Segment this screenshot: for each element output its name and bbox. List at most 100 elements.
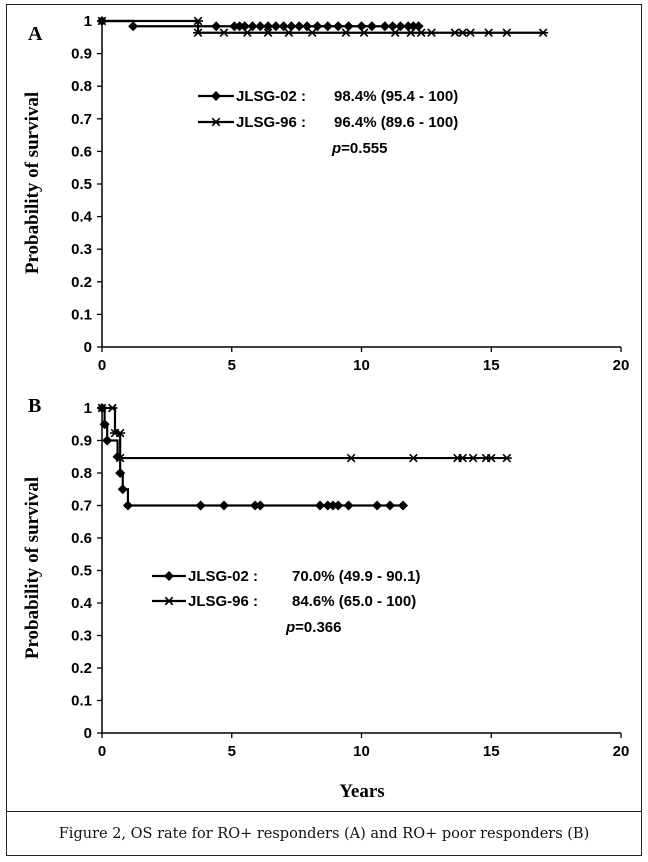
panel-b-jlsg02-marker-18 [398,500,409,511]
panel-b-jlsg96-marker-6 [408,453,419,463]
panel-b-jlsg02-marker-11 [314,500,325,511]
panel-a-jlsg96-marker-11 [405,28,416,38]
panel-b-xtick-label-0: 0 [98,743,106,760]
panel-b-ytick-label-4: 0.4 [71,595,93,612]
panel-a-xtick-label-3: 15 [483,357,500,374]
panel-a-ylabel: Probability of survival [22,92,43,274]
legend-a-jlsg02 [198,91,234,101]
panel-a-xtick-label-0: 0 [98,357,106,374]
panel-a-jlsg02-marker-11 [286,21,297,32]
panel-a-jlsg96-marker-9-d2 [359,28,369,38]
legend-a-jlsg96-stat: 96.4% (89.6 - 100) [334,114,458,131]
panel-a-jlsg96-marker-19-d2 [538,28,548,38]
panel-a-jlsg96-marker-4 [242,28,253,38]
panel-a-ytick-label-5: 0.5 [71,176,92,193]
panel-a-jlsg02-marker-20 [379,21,390,32]
panel-b-axes: 00.10.20.30.40.50.60.70.80.910 5 10 15 20 [71,400,629,760]
panel-b-jlsg96-marker-11-d2 [486,453,496,463]
panel-a-legend: JLSG-02 : 98.4% (95.4 - 100) JLSG-96 : 9… [198,88,458,157]
panel-b-xlabel: Years [339,781,384,802]
legend-b-jlsg96-label: JLSG-96 : [188,593,258,610]
legend-b-p-letter: p [285,619,295,636]
panel-a-jlsg96-marker-8-d2 [341,28,351,38]
panel-b-jlsg96-marker-3-d2 [115,428,125,438]
panel-a-jlsg96-marker-8 [340,28,351,38]
panel-a-jlsg96-marker-15-d2 [458,28,468,38]
panel-a-letter: A [28,23,43,45]
panel-a-jlsg02-marker-17 [343,21,354,32]
panel-a-jlsg96-marker-11-d2 [406,28,416,38]
panel-b-jlsg02-marker-14 [333,500,344,511]
panel-a-ytick-label-0: 0 [84,339,92,356]
panel-a-jlsg96-marker-19 [538,28,549,38]
panel-a-jlsg96-marker-18 [501,28,512,38]
panel-a-ytick-label-10: 1 [84,13,92,30]
panel-a-jlsg96-marker-7-d2 [307,28,317,38]
panel-b-jlsg96-marker-9 [468,453,479,463]
legend-b-jlsg96-marker [164,596,174,606]
legend-a-p-letter: p [331,140,341,157]
legend-a-jlsg96 [198,117,234,127]
panel-a-jlsg96-marker-12 [416,28,427,38]
legend-a-jlsg96-label: JLSG-96 : [236,114,306,131]
panel-b-ylabel: Probability of survival [22,477,43,659]
panel-a-jlsg96-line [102,19,544,34]
panel-b-jlsg02-marker-6 [122,500,133,511]
panel-a-xtick-label-4: 20 [613,357,630,374]
legend-b-jlsg96-stat: 84.6% (65.0 - 100) [292,593,416,610]
panel-b-jlsg96-marker-12-d2 [502,453,512,463]
panel-b-jlsg02-marker-2 [102,435,113,446]
legend-a-pvalue: p=0.555 [331,140,387,157]
panel-a-xtick-label-1: 5 [228,357,236,374]
legend-a-jlsg02-marker [211,91,221,101]
panel-a-jlsg02-marker-10 [278,21,289,32]
panel-b-jlsg96-marker-1-d2 [108,403,117,413]
panel-b-legend: JLSG-02 : 70.0% (49.9 - 90.1) JLSG-96 : … [152,568,420,636]
panel-a-jlsg02-marker-23 [403,21,414,32]
panel-b: B Probability of survival 0 0.1 0.2 0.3 0.4 0… [22,395,629,802]
panel-b-jlsg02-marker-1 [99,419,110,430]
panel-a-jlsg02-marker-8 [263,21,274,32]
panel-b-jlsg96-marker-8-d2 [458,453,468,463]
legend-a-jlsg02-label: JLSG-02 : [236,88,306,105]
panel-a-jlsg96-marker-2 [193,28,204,38]
panel-b-ytick-label-3: 0.3 [71,628,92,645]
panel-b-jlsg02-marker-9 [250,500,261,511]
panel-a-jlsg02-marker-15 [322,21,333,32]
panel-a-jlsg96-marker-3-d2 [219,28,229,38]
legend-b-jlsg96 [152,596,186,606]
panel-a-jlsg96-marker-5 [263,28,274,38]
panel-b-xtick-label-2: 10 [353,743,370,760]
legend-a-jlsg96-marker-d2 [211,117,221,127]
panel-b-ytick-label-1: 0.1 [71,693,92,710]
panel-b-jlsg96-marker-5 [346,453,357,463]
panel-a-jlsg96-marker-16 [465,28,476,38]
panel-b-jlsg96-marker-8 [457,453,468,463]
panel-a-jlsg96-marker-1 [193,16,204,26]
panel-a-jlsg02-marker-6 [247,21,258,32]
panel-b-jlsg02-line [102,406,404,507]
panel-a-jlsg02-marker-21 [387,21,398,32]
panel-b-jlsg96-line [102,406,507,460]
panel-b-jlsg96-marker-12 [501,453,512,463]
panel-a-jlsg96-marker-9 [359,28,370,38]
panel-b-series [97,403,512,511]
legend-b-jlsg02-marker [164,571,174,581]
panel-b-ytick-label-0: 0 [84,725,92,742]
panel-a-jlsg96-marker-14-d2 [450,28,460,38]
panel-a-xtick-label-2: 10 [353,357,370,374]
panel-a-jlsg96-marker-10 [390,28,401,38]
panel-a-jlsg02-marker-16 [333,21,344,32]
panel-a-jlsg02-marker-24 [408,21,419,32]
panel-a-jlsg02-marker-13 [302,21,313,32]
panel-b-ytick-label-2: 0.2 [71,660,92,677]
panel-a-jlsg96-marker-1-d2 [193,16,203,26]
panel-b-jlsg96-marker-4 [115,453,126,463]
panel-b-jlsg02-marker-10 [255,500,266,511]
panel-a-ytick-label-6: 0.6 [71,143,92,160]
panel-b-jlsg02-marker-12 [322,500,333,511]
panel-a-jlsg02-marker-2 [211,21,222,32]
panel-b-ytick-label-5: 0.5 [71,563,92,580]
legend-a-jlsg96-marker [211,117,221,127]
